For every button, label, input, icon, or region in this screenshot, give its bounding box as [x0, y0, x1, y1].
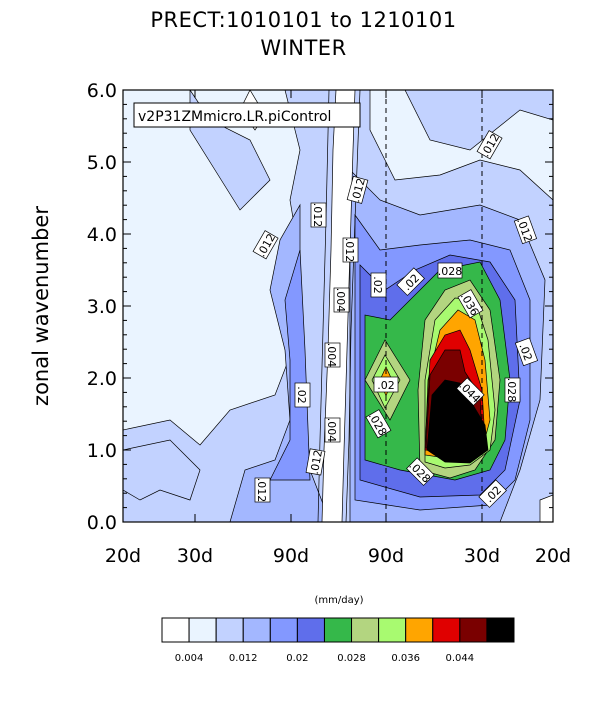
y-tick-label: 4.0 — [87, 224, 117, 246]
x-tick-label: 30d — [464, 545, 500, 567]
contour-label-box — [513, 215, 538, 245]
contour-label: .012 — [343, 238, 356, 263]
legend-box — [133, 102, 361, 128]
colorbar-swatch — [242, 617, 271, 643]
colorbar-swatch — [486, 617, 515, 643]
colorbar-label: 0.02 — [286, 653, 308, 664]
contour-label: .012 — [255, 478, 268, 503]
chart-title: PRECT:1010101 to 1210101 — [150, 8, 457, 32]
contour-label-box — [305, 448, 326, 476]
contour-label-group: .012 — [342, 237, 359, 263]
contour-label: .02 — [371, 276, 384, 294]
chart-subtitle: WINTER — [260, 36, 347, 60]
colorbar-swatch — [215, 617, 244, 643]
contour-label-box — [365, 409, 392, 439]
contour-label-group: .012 — [310, 202, 327, 228]
contour-label-group: .028 — [437, 262, 463, 279]
contour-label: .004 — [325, 343, 338, 368]
contour-label: .02 — [516, 342, 534, 363]
contour-label-box — [476, 130, 503, 160]
units-label: (mm/day) — [314, 595, 363, 606]
colorbar: 0.004 0.012 0.02 0.028 0.036 0.044 — [161, 617, 515, 664]
contour-label-box — [457, 289, 484, 319]
contour-label-group: .012 — [346, 175, 369, 204]
contour-band-max — [426, 379, 489, 464]
contour-fill-group — [123, 90, 553, 522]
y-tick-label: 3.0 — [87, 296, 117, 318]
colorbar-swatch — [378, 617, 407, 643]
colorbar-label: 0.036 — [391, 653, 420, 664]
contour-label-box — [396, 267, 425, 296]
x-tick-label: 20d — [535, 545, 571, 567]
contour-label: .012 — [311, 203, 324, 228]
contour-label: .012 — [349, 177, 368, 204]
colorbar-swatch — [269, 617, 298, 643]
contour-label-group: .02 — [514, 337, 539, 367]
y-axis-label: zonal wavenumber — [29, 206, 53, 406]
x-tick-label: 90d — [273, 545, 309, 567]
contour-label-layer: .012.004.004.004.012.012.012.012.02.02.0… — [252, 130, 539, 508]
contour-patch-b — [539, 494, 553, 522]
contour-label-box — [373, 376, 399, 393]
colorbar-swatch — [161, 617, 190, 643]
contour-band-012c — [404, 90, 553, 151]
contour-label-group: .012 — [254, 477, 271, 503]
contour-label-box — [310, 202, 327, 228]
legend-text: v2P31ZMmicro.LR.piControl — [138, 109, 331, 125]
contour-label-box — [252, 230, 279, 260]
contour-label-box — [504, 377, 521, 403]
contour-label-group: .02 — [373, 376, 399, 393]
contour-label-group: .012 — [305, 448, 326, 476]
colorbar-swatch — [405, 617, 434, 643]
y-tick-label: 1.0 — [87, 440, 117, 462]
contour-label-box — [437, 262, 463, 279]
colorbar-label: 0.044 — [446, 653, 475, 664]
colorbar-label: 0.004 — [175, 653, 204, 664]
contour-label: .012 — [308, 449, 325, 475]
contour-line-008b — [345, 90, 361, 522]
contour-label-group: .004 — [324, 342, 341, 368]
contour-label-box — [324, 417, 341, 443]
contour-label-box — [456, 377, 485, 406]
contour-label-box — [514, 337, 539, 367]
contour-label-group: .028 — [504, 377, 521, 403]
colorbar-label: 0.028 — [337, 653, 366, 664]
contour-label: .02 — [377, 379, 395, 392]
contour-label-box — [346, 175, 369, 204]
contour-label: .004 — [334, 288, 347, 313]
contour-label-box — [478, 479, 507, 508]
y-tick-label: 0.0 — [87, 512, 117, 534]
y-tick-label: 6.0 — [87, 80, 117, 102]
contour-label-box — [254, 477, 271, 503]
y-tick-label: 5.0 — [87, 152, 117, 174]
contour-label-box — [370, 272, 387, 298]
contour-band-012d — [123, 439, 201, 501]
colorbar-swatch — [296, 617, 325, 643]
contour-label-box — [324, 342, 341, 368]
axis-layer: 0.0 1.0 2.0 3.0 4.0 5.0 6.0 20d 30d 90d 90d 30d 20d — [87, 80, 571, 567]
contour-label: .004 — [325, 418, 338, 443]
contour-label: .028 — [438, 265, 463, 278]
colorbar-swatch — [432, 617, 461, 643]
contour-label-box — [294, 382, 311, 408]
colorbar-swatch — [351, 617, 380, 643]
colorbar-swatch — [459, 617, 488, 643]
contour-label-group: .004 — [324, 417, 341, 443]
x-tick-label: 20d — [105, 545, 141, 567]
contour-label-group: .02 — [370, 272, 387, 298]
y-tick-label: 2.0 — [87, 368, 117, 390]
contour-label-box — [333, 287, 350, 313]
contour-label-box — [342, 237, 359, 263]
contour-label: .028 — [505, 378, 518, 403]
colorbar-swatch — [188, 617, 217, 643]
contour-label-group: .02 — [294, 382, 311, 408]
x-tick-label: 30d — [177, 545, 213, 567]
colorbar-swatch — [323, 617, 353, 643]
contour-label: .02 — [295, 386, 308, 404]
contour-label-box — [406, 457, 435, 486]
colorbar-label: 0.012 — [229, 653, 258, 664]
contour-label-group: .004 — [333, 287, 350, 313]
x-tick-label: 90d — [368, 545, 404, 567]
